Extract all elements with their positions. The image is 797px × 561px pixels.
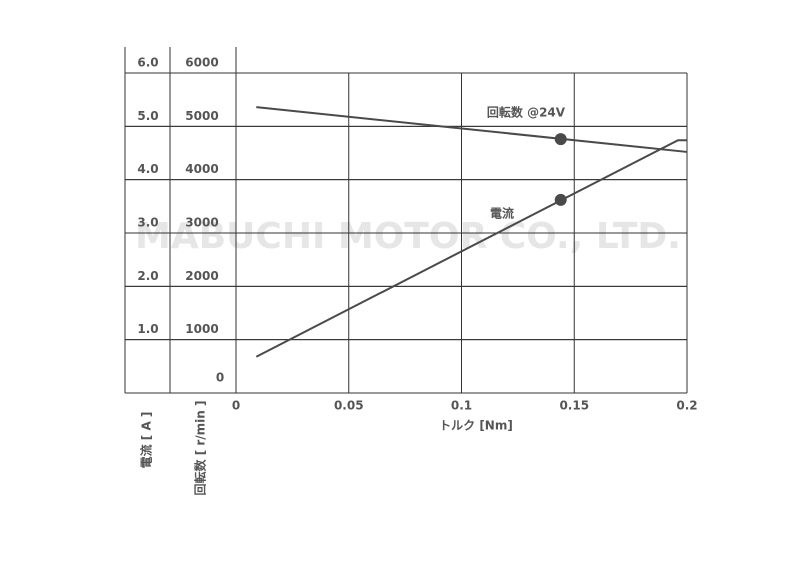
y2-axis-label: 回転数 [ r/min ] <box>193 401 208 496</box>
series-line <box>255 139 687 358</box>
x-tick-label: 0.05 <box>334 399 364 413</box>
series-label: 電流 <box>490 206 514 221</box>
x-tick-label: 0 <box>232 399 240 413</box>
y-tick-label: 5.0 <box>137 109 158 123</box>
x-tick-label: 0.1 <box>451 399 472 413</box>
series-label: 回転数 @24V <box>487 105 566 120</box>
y2-tick-label: 0 <box>216 371 224 385</box>
watermark: MABUCHI MOTOR CO., LTD. <box>135 216 681 257</box>
x-tick-label: 0.2 <box>676 399 697 413</box>
series-line <box>256 106 688 153</box>
x-tick-label: 0.15 <box>559 399 589 413</box>
y2-tick-label: 4000 <box>185 162 218 176</box>
y2-tick-label: 6000 <box>185 56 218 70</box>
marker <box>554 193 567 206</box>
y2-tick-label: 1000 <box>185 322 218 336</box>
y-tick-label: 4.0 <box>137 162 158 176</box>
y-tick-label: 1.0 <box>137 322 158 336</box>
y2-tick-label: 3000 <box>185 216 218 230</box>
y-tick-label: 2.0 <box>137 269 158 283</box>
y-tick-label: 6.0 <box>137 56 158 70</box>
y-tick-label: 3.0 <box>137 216 158 230</box>
y-axis-label: 電流 [ A ] <box>139 412 154 469</box>
y2-tick-label: 2000 <box>185 269 218 283</box>
x-axis-label: トルク [Nm] <box>439 419 513 433</box>
y2-tick-label: 5000 <box>185 109 218 123</box>
marker <box>554 133 567 146</box>
